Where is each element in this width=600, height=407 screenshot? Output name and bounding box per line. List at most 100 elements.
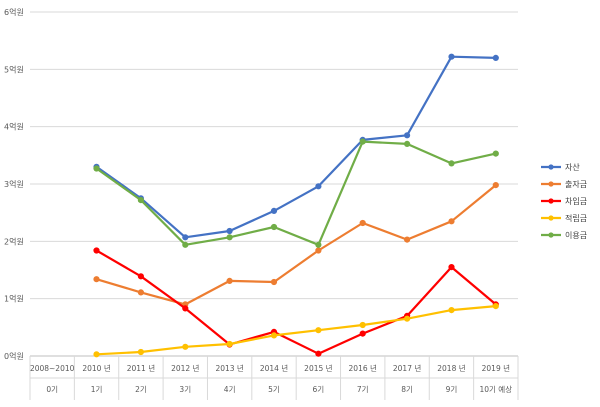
- data-point: [270, 207, 278, 214]
- x-tick-sublabel: 9기: [446, 385, 458, 394]
- data-point: [404, 236, 411, 243]
- x-tick-sublabel: 2기: [135, 385, 147, 394]
- legend-item: 출자금: [541, 179, 587, 189]
- x-tick-label: 2008~2010: [30, 364, 75, 373]
- data-point: [404, 140, 411, 147]
- x-tick-label: 2011 년: [127, 363, 155, 373]
- data-point: [93, 247, 100, 254]
- data-point: [492, 303, 499, 310]
- y-tick-label: 2억원: [4, 236, 24, 246]
- x-tick-sublabel: 7기: [357, 385, 369, 394]
- series-line: [95, 184, 497, 306]
- legend-item: 이용금: [541, 230, 587, 240]
- legend-item: 차입금: [541, 197, 587, 206]
- data-point: [404, 132, 411, 139]
- data-point: [315, 241, 322, 248]
- data-point: [492, 54, 499, 62]
- data-point: [226, 227, 233, 235]
- data-point: [137, 273, 144, 280]
- data-point: [315, 327, 322, 334]
- data-point: [359, 321, 366, 329]
- axes: 0억원 1억원 2억원 3억원 4억원 5억원 6억원 2008~2010 0기 2010 년 1기…: [4, 7, 519, 400]
- x-tick-sublabel: 0기: [46, 385, 58, 394]
- x-tick-sublabel: 4기: [224, 385, 236, 394]
- series-line: [95, 249, 497, 355]
- x-tick-label: 2017 년: [393, 363, 421, 373]
- data-point: [182, 343, 189, 350]
- data-point: [315, 350, 322, 357]
- legend-swatch-marker: [548, 164, 554, 170]
- gridlines: [30, 11, 518, 300]
- series-5: [93, 138, 499, 248]
- data-point: [137, 289, 144, 296]
- x-tick-label: 2018 년: [437, 363, 465, 373]
- data-point: [359, 219, 366, 227]
- x-tick-sublabel: 10기 예상: [479, 384, 512, 394]
- data-point: [93, 165, 100, 172]
- data-point: [359, 138, 366, 145]
- series-3: [93, 247, 499, 357]
- legend-swatch-marker: [548, 181, 554, 187]
- series-1: [93, 53, 499, 241]
- x-tick-sublabel: 6기: [313, 385, 325, 394]
- data-point: [448, 307, 455, 314]
- data-point: [448, 160, 455, 167]
- data-point: [182, 241, 189, 248]
- x-tick-sublabel: 3기: [179, 385, 191, 394]
- data-point: [404, 315, 411, 322]
- x-tick-label: 2014 년: [260, 363, 288, 373]
- x-tick-label: 2015 년: [304, 363, 332, 373]
- y-tick-label: 5억원: [4, 64, 24, 74]
- data-point: [315, 183, 322, 190]
- legend-swatch-marker: [548, 232, 554, 238]
- series-4: [93, 303, 499, 358]
- data-point: [359, 330, 366, 337]
- x-tick-sublabel: 8기: [401, 385, 413, 394]
- legend-label: 자산: [565, 162, 580, 172]
- data-point: [137, 348, 144, 356]
- legend-label: 출자금: [565, 179, 587, 189]
- data-point: [315, 247, 322, 254]
- data-point: [270, 223, 278, 231]
- data-point: [137, 197, 144, 204]
- x-tick-sublabel: 5기: [268, 385, 280, 394]
- legend-label: 이용금: [565, 230, 587, 240]
- series-layer: [93, 53, 499, 358]
- legend-swatch-marker: [548, 198, 554, 204]
- series-2: [93, 182, 499, 308]
- data-point: [93, 276, 100, 283]
- x-tick-label: 2013 년: [215, 363, 243, 373]
- legend-item: 적립금: [541, 213, 587, 223]
- y-tick-label: 1억원: [4, 294, 24, 304]
- data-point: [448, 264, 455, 271]
- data-point: [182, 234, 189, 241]
- y-tick-label: 4억원: [4, 122, 24, 132]
- legend-item: 자산: [541, 162, 580, 172]
- data-point: [448, 218, 455, 225]
- data-point: [270, 332, 278, 339]
- x-tick-sublabel: 1기: [91, 385, 103, 394]
- series-line: [95, 55, 497, 239]
- data-point: [226, 234, 233, 241]
- x-tick-label: 2012 년: [171, 363, 199, 373]
- data-point: [182, 305, 189, 312]
- data-point: [93, 351, 100, 358]
- x-tick-label: 2019 년: [482, 363, 510, 373]
- y-tick-label: 3억원: [4, 179, 24, 189]
- y-tick-label: 6억원: [4, 7, 24, 17]
- data-point: [270, 278, 278, 286]
- data-point: [226, 340, 233, 348]
- data-point: [448, 53, 455, 60]
- series-line: [95, 140, 497, 246]
- data-point: [492, 150, 499, 157]
- data-point: [226, 277, 233, 284]
- series-line: [95, 305, 497, 356]
- legend-label: 차입금: [565, 197, 587, 206]
- x-tick-label: 2010 년: [82, 363, 110, 373]
- x-tick-label: 2016 년: [349, 363, 377, 373]
- y-tick-label: 0억원: [4, 351, 24, 361]
- data-point: [492, 182, 499, 189]
